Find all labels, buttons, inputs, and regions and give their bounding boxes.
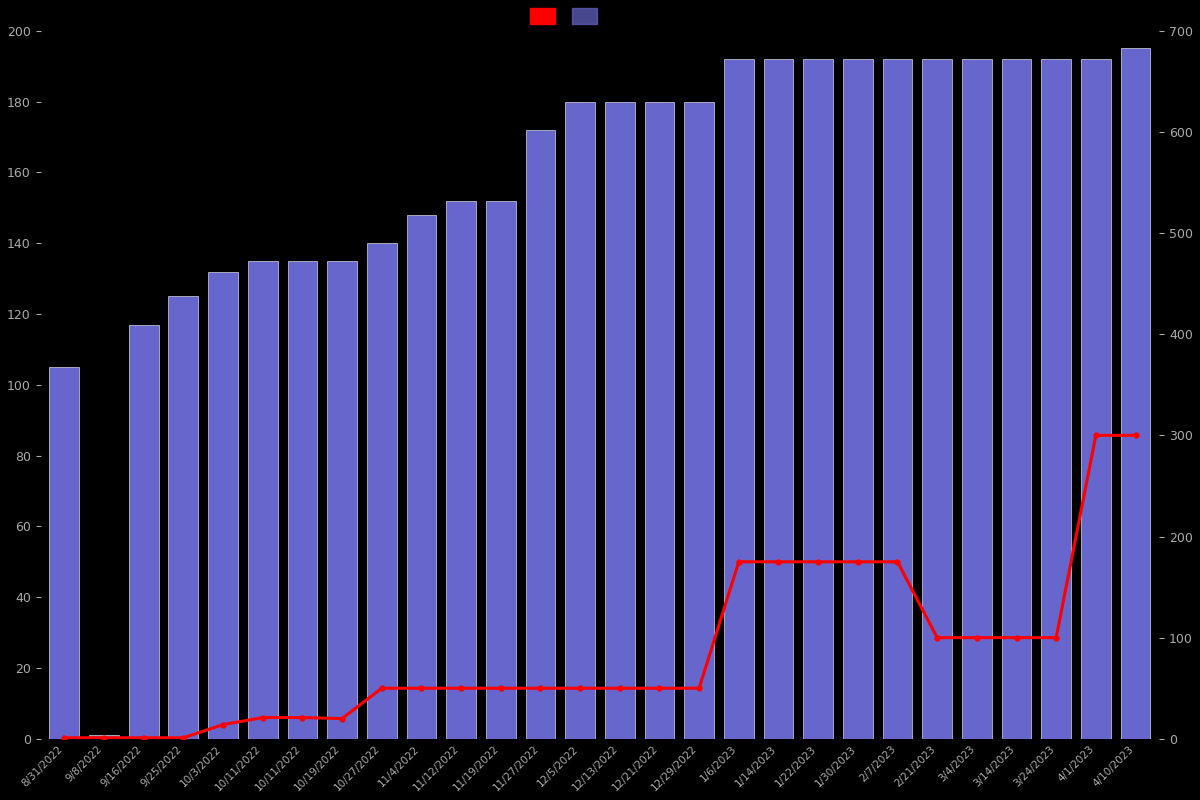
Bar: [883, 59, 912, 738]
Bar: [803, 59, 833, 738]
Bar: [446, 201, 476, 738]
Legend: , : ,: [524, 2, 608, 30]
Bar: [168, 296, 198, 738]
Bar: [1081, 59, 1111, 738]
Bar: [89, 735, 119, 738]
Bar: [605, 102, 635, 738]
Bar: [367, 243, 397, 738]
Bar: [407, 215, 437, 738]
Bar: [644, 102, 674, 738]
Bar: [684, 102, 714, 738]
Bar: [842, 59, 872, 738]
Bar: [1121, 49, 1151, 738]
Bar: [923, 59, 952, 738]
Bar: [128, 325, 158, 738]
Bar: [962, 59, 991, 738]
Bar: [49, 367, 79, 738]
Bar: [763, 59, 793, 738]
Bar: [724, 59, 754, 738]
Bar: [565, 102, 595, 738]
Bar: [1042, 59, 1072, 738]
Bar: [486, 201, 516, 738]
Bar: [1002, 59, 1031, 738]
Bar: [328, 261, 356, 738]
Bar: [288, 261, 317, 738]
Bar: [248, 261, 277, 738]
Bar: [526, 130, 556, 738]
Bar: [208, 271, 238, 738]
